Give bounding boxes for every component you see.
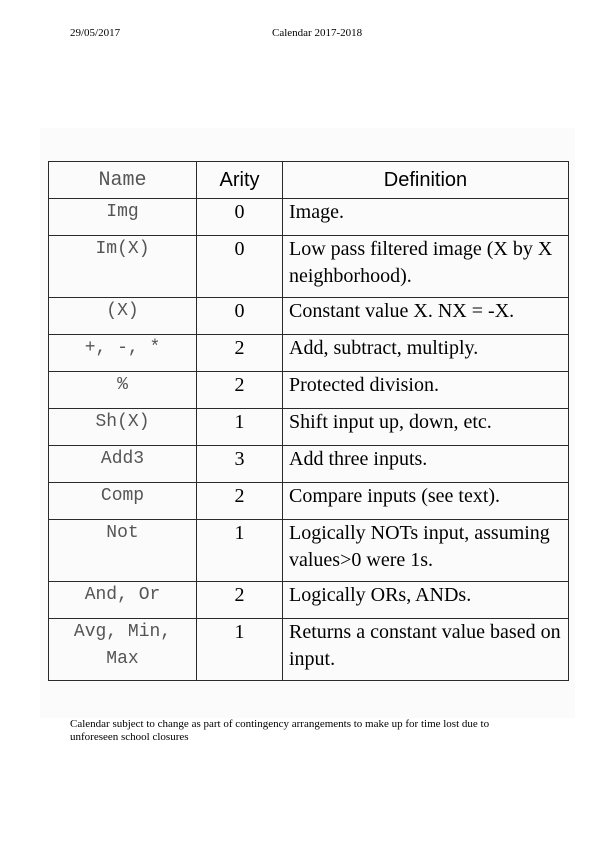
function-definitions-table: Name Arity Definition Img 0 Image. Im(X)… — [48, 161, 569, 681]
footer-note: Calendar subject to change as part of co… — [70, 718, 490, 743]
figure-bottom-edge — [40, 716, 575, 718]
table-row: % 2 Protected division. — [48, 371, 569, 409]
row-arity: 3 — [196, 445, 283, 483]
row-arity: 2 — [196, 482, 283, 520]
column-header-name: Name — [48, 161, 197, 199]
row-arity: 0 — [196, 235, 283, 298]
row-arity: 1 — [196, 519, 283, 582]
row-arity: 2 — [196, 334, 283, 372]
row-name: Comp — [48, 482, 197, 520]
row-name: And, Or — [48, 581, 197, 619]
table-row: Add3 3 Add three inputs. — [48, 445, 569, 483]
table-row: Img 0 Image. — [48, 198, 569, 236]
row-definition: Logically ORs, ANDs. — [282, 581, 569, 619]
row-arity: 2 — [196, 371, 283, 409]
column-header-definition: Definition — [282, 161, 569, 199]
table-row: (X) 0 Constant value X. NX = -X. — [48, 297, 569, 335]
table-row: Im(X) 0 Low pass filtered image (X by X … — [48, 235, 569, 298]
row-definition: Shift input up, down, etc. — [282, 408, 569, 446]
row-name: Avg, Min, Max — [48, 618, 197, 681]
table-row: Comp 2 Compare inputs (see text). — [48, 482, 569, 520]
row-name: Im(X) — [48, 235, 197, 298]
row-definition: Constant value X. NX = -X. — [282, 297, 569, 335]
row-definition: Logically NOTs input, assuming values>0 … — [282, 519, 569, 582]
row-name: Sh(X) — [48, 408, 197, 446]
header-title: Calendar 2017-2018 — [272, 27, 363, 39]
table-row: And, Or 2 Logically ORs, ANDs. — [48, 581, 569, 619]
row-arity: 2 — [196, 581, 283, 619]
row-arity: 0 — [196, 297, 283, 335]
row-name: Not — [48, 519, 197, 582]
table-row: +, -, * 2 Add, subtract, multiply. — [48, 334, 569, 372]
row-arity: 1 — [196, 408, 283, 446]
row-definition: Compare inputs (see text). — [282, 482, 569, 520]
figure-top-edge — [40, 128, 575, 130]
row-name: +, -, * — [48, 334, 197, 372]
row-name: (X) — [48, 297, 197, 335]
row-arity: 0 — [196, 198, 283, 236]
column-header-arity: Arity — [196, 161, 283, 199]
row-name: Add3 — [48, 445, 197, 483]
row-definition: Low pass filtered image (X by X neighbor… — [282, 235, 569, 298]
row-definition: Returns a constant value based on input. — [282, 618, 569, 681]
row-definition: Add three inputs. — [282, 445, 569, 483]
row-definition: Protected division. — [282, 371, 569, 409]
row-name: Img — [48, 198, 197, 236]
table-row: Sh(X) 1 Shift input up, down, etc. — [48, 408, 569, 446]
row-name: % — [48, 371, 197, 409]
row-definition: Add, subtract, multiply. — [282, 334, 569, 372]
table-row: Avg, Min, Max 1 Returns a constant value… — [48, 618, 569, 681]
row-arity: 1 — [196, 618, 283, 681]
table-header-row: Name Arity Definition — [48, 161, 569, 199]
header-date: 29/05/2017 — [70, 27, 121, 39]
table-row: Not 1 Logically NOTs input, assuming val… — [48, 519, 569, 582]
row-definition: Image. — [282, 198, 569, 236]
